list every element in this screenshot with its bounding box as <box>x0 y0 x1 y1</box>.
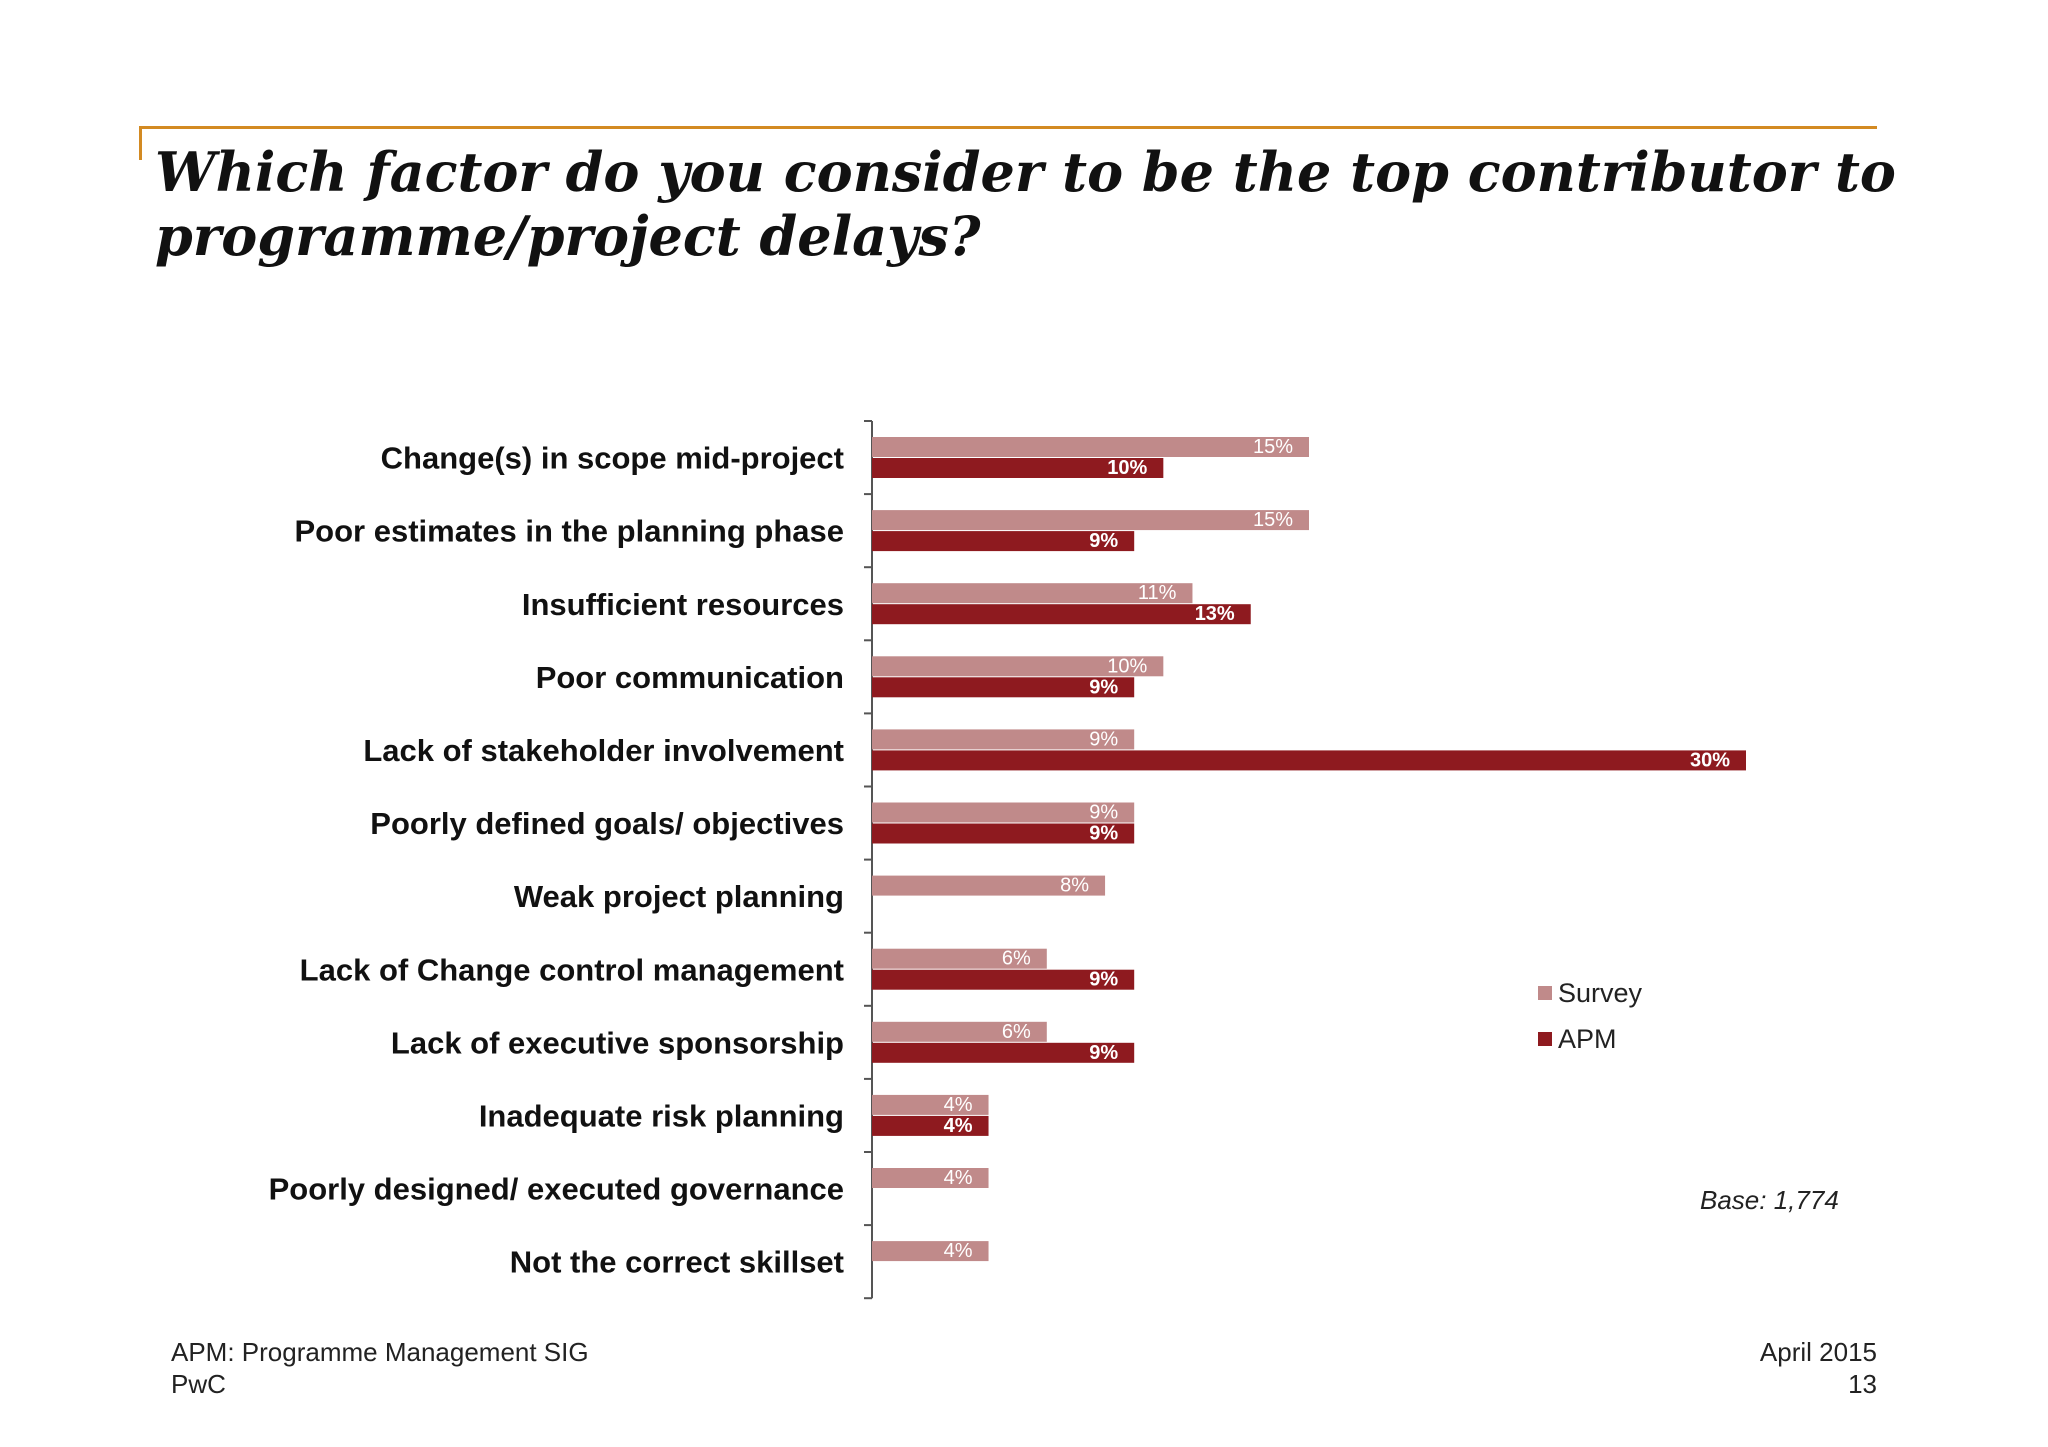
footer-source-line-2: PwC <box>171 1369 226 1399</box>
data-label-apm-poor-estimates-in-the-planning-phase: 9% <box>1089 530 1118 552</box>
bar-apm-poor-estimates-in-the-planning-phase <box>872 531 1135 552</box>
bar-apm-poor-communication <box>872 677 1135 698</box>
category-label-poor-estimates-in-the-planning-phase: Poor estimates in the planning phase <box>295 514 845 549</box>
bar-survey-inadequate-risk-planning <box>872 1094 989 1115</box>
bar-apm-lack-of-executive-sponsorship <box>872 1042 1135 1063</box>
data-label-survey-lack-of-executive-sponsorship: 6% <box>1002 1021 1031 1043</box>
legend-label-survey: Survey <box>1558 977 1643 1008</box>
data-label-survey-not-the-correct-skillset: 4% <box>944 1240 973 1262</box>
data-label-survey-inadequate-risk-planning: 4% <box>944 1094 973 1116</box>
data-label-survey-change-s-in-scope-mid-project: 15% <box>1253 436 1293 458</box>
bar-survey-lack-of-change-control-management <box>872 948 1047 969</box>
category-label-insufficient-resources: Insufficient resources <box>522 587 844 622</box>
slide-title-line-1: Which factor do you consider to be the t… <box>155 140 1896 204</box>
data-label-apm-change-s-in-scope-mid-project: 10% <box>1107 457 1147 479</box>
category-label-weak-project-planning: Weak project planning <box>514 879 844 914</box>
data-label-apm-inadequate-risk-planning: 4% <box>944 1115 973 1137</box>
bar-survey-insufficient-resources <box>872 583 1193 604</box>
category-label-lack-of-change-control-management: Lack of Change control management <box>300 952 844 987</box>
bar-apm-lack-of-change-control-management <box>872 969 1135 990</box>
footer-source-line-1: APM: Programme Management SIG <box>171 1337 589 1367</box>
data-label-survey-lack-of-stakeholder-involvement: 9% <box>1089 728 1118 750</box>
bar-apm-insufficient-resources <box>872 604 1251 625</box>
bar-survey-poor-communication <box>872 656 1164 677</box>
bar-survey-lack-of-executive-sponsorship <box>872 1021 1047 1042</box>
base-note: Base: 1,774 <box>1700 1185 1839 1215</box>
legend-label-apm: APM <box>1558 1023 1617 1054</box>
bar-survey-weak-project-planning <box>872 875 1106 896</box>
footer-date: April 2015 <box>1759 1337 1877 1367</box>
data-label-apm-lack-of-executive-sponsorship: 9% <box>1089 1042 1118 1064</box>
data-label-apm-poor-communication: 9% <box>1089 676 1118 698</box>
title-rule-tick <box>139 126 142 160</box>
bar-survey-change-s-in-scope-mid-project <box>872 437 1309 457</box>
data-label-survey-insufficient-resources: 11% <box>1138 582 1177 604</box>
legend-item-apm: APM <box>1538 1016 1642 1062</box>
bar-apm-change-s-in-scope-mid-project <box>872 458 1164 478</box>
bar-survey-poor-estimates-in-the-planning-phase <box>872 510 1309 531</box>
data-label-apm-insufficient-resources: 13% <box>1195 603 1235 625</box>
data-label-survey-poorly-defined-goals-objectives: 9% <box>1089 802 1118 824</box>
legend-item-survey: Survey <box>1538 970 1642 1016</box>
bar-apm-inadequate-risk-planning <box>872 1115 989 1136</box>
category-label-lack-of-stakeholder-involvement: Lack of stakeholder involvement <box>363 733 844 768</box>
category-label-not-the-correct-skillset: Not the correct skillset <box>510 1245 844 1280</box>
category-label-poor-communication: Poor communication <box>536 660 844 695</box>
data-label-survey-weak-project-planning: 8% <box>1060 875 1089 897</box>
category-label-change-s-in-scope-mid-project: Change(s) in scope mid-project <box>381 441 844 476</box>
chart-legend: Survey APM <box>1538 970 1642 1062</box>
slide-title: Which factor do you consider to be the t… <box>155 140 1955 268</box>
data-label-survey-poor-communication: 10% <box>1107 655 1147 677</box>
data-label-survey-lack-of-change-control-management: 6% <box>1002 948 1031 970</box>
footer-date-page: April 2015 13 <box>1760 1336 1877 1400</box>
page-number: 13 <box>1848 1369 1877 1399</box>
footer-source: APM: Programme Management SIG PwC <box>171 1336 589 1400</box>
slide-title-line-2: programme/project delays? <box>155 204 981 268</box>
data-label-apm-lack-of-stakeholder-involvement: 30% <box>1690 749 1730 771</box>
bar-apm-lack-of-stakeholder-involvement <box>872 750 1746 771</box>
bar-survey-poorly-defined-goals-objectives <box>872 802 1135 823</box>
category-label-poorly-designed-executed-governance: Poorly designed/ executed governance <box>269 1172 844 1207</box>
legend-swatch-apm <box>1538 1032 1552 1046</box>
bar-apm-poorly-defined-goals-objectives <box>872 823 1135 844</box>
data-label-survey-poor-estimates-in-the-planning-phase: 15% <box>1253 509 1293 531</box>
category-label-poorly-defined-goals-objectives: Poorly defined goals/ objectives <box>370 806 844 841</box>
category-label-inadequate-risk-planning: Inadequate risk planning <box>479 1098 844 1133</box>
bar-survey-poorly-designed-executed-governance <box>872 1168 989 1188</box>
data-label-apm-poorly-defined-goals-objectives: 9% <box>1089 823 1118 845</box>
bar-survey-lack-of-stakeholder-involvement <box>872 729 1135 750</box>
bar-survey-not-the-correct-skillset <box>872 1241 989 1262</box>
title-rule <box>139 126 1877 129</box>
data-label-survey-poorly-designed-executed-governance: 4% <box>944 1167 973 1189</box>
legend-swatch-survey <box>1538 986 1552 1000</box>
data-label-apm-lack-of-change-control-management: 9% <box>1089 969 1118 991</box>
category-label-lack-of-executive-sponsorship: Lack of executive sponsorship <box>391 1025 844 1060</box>
